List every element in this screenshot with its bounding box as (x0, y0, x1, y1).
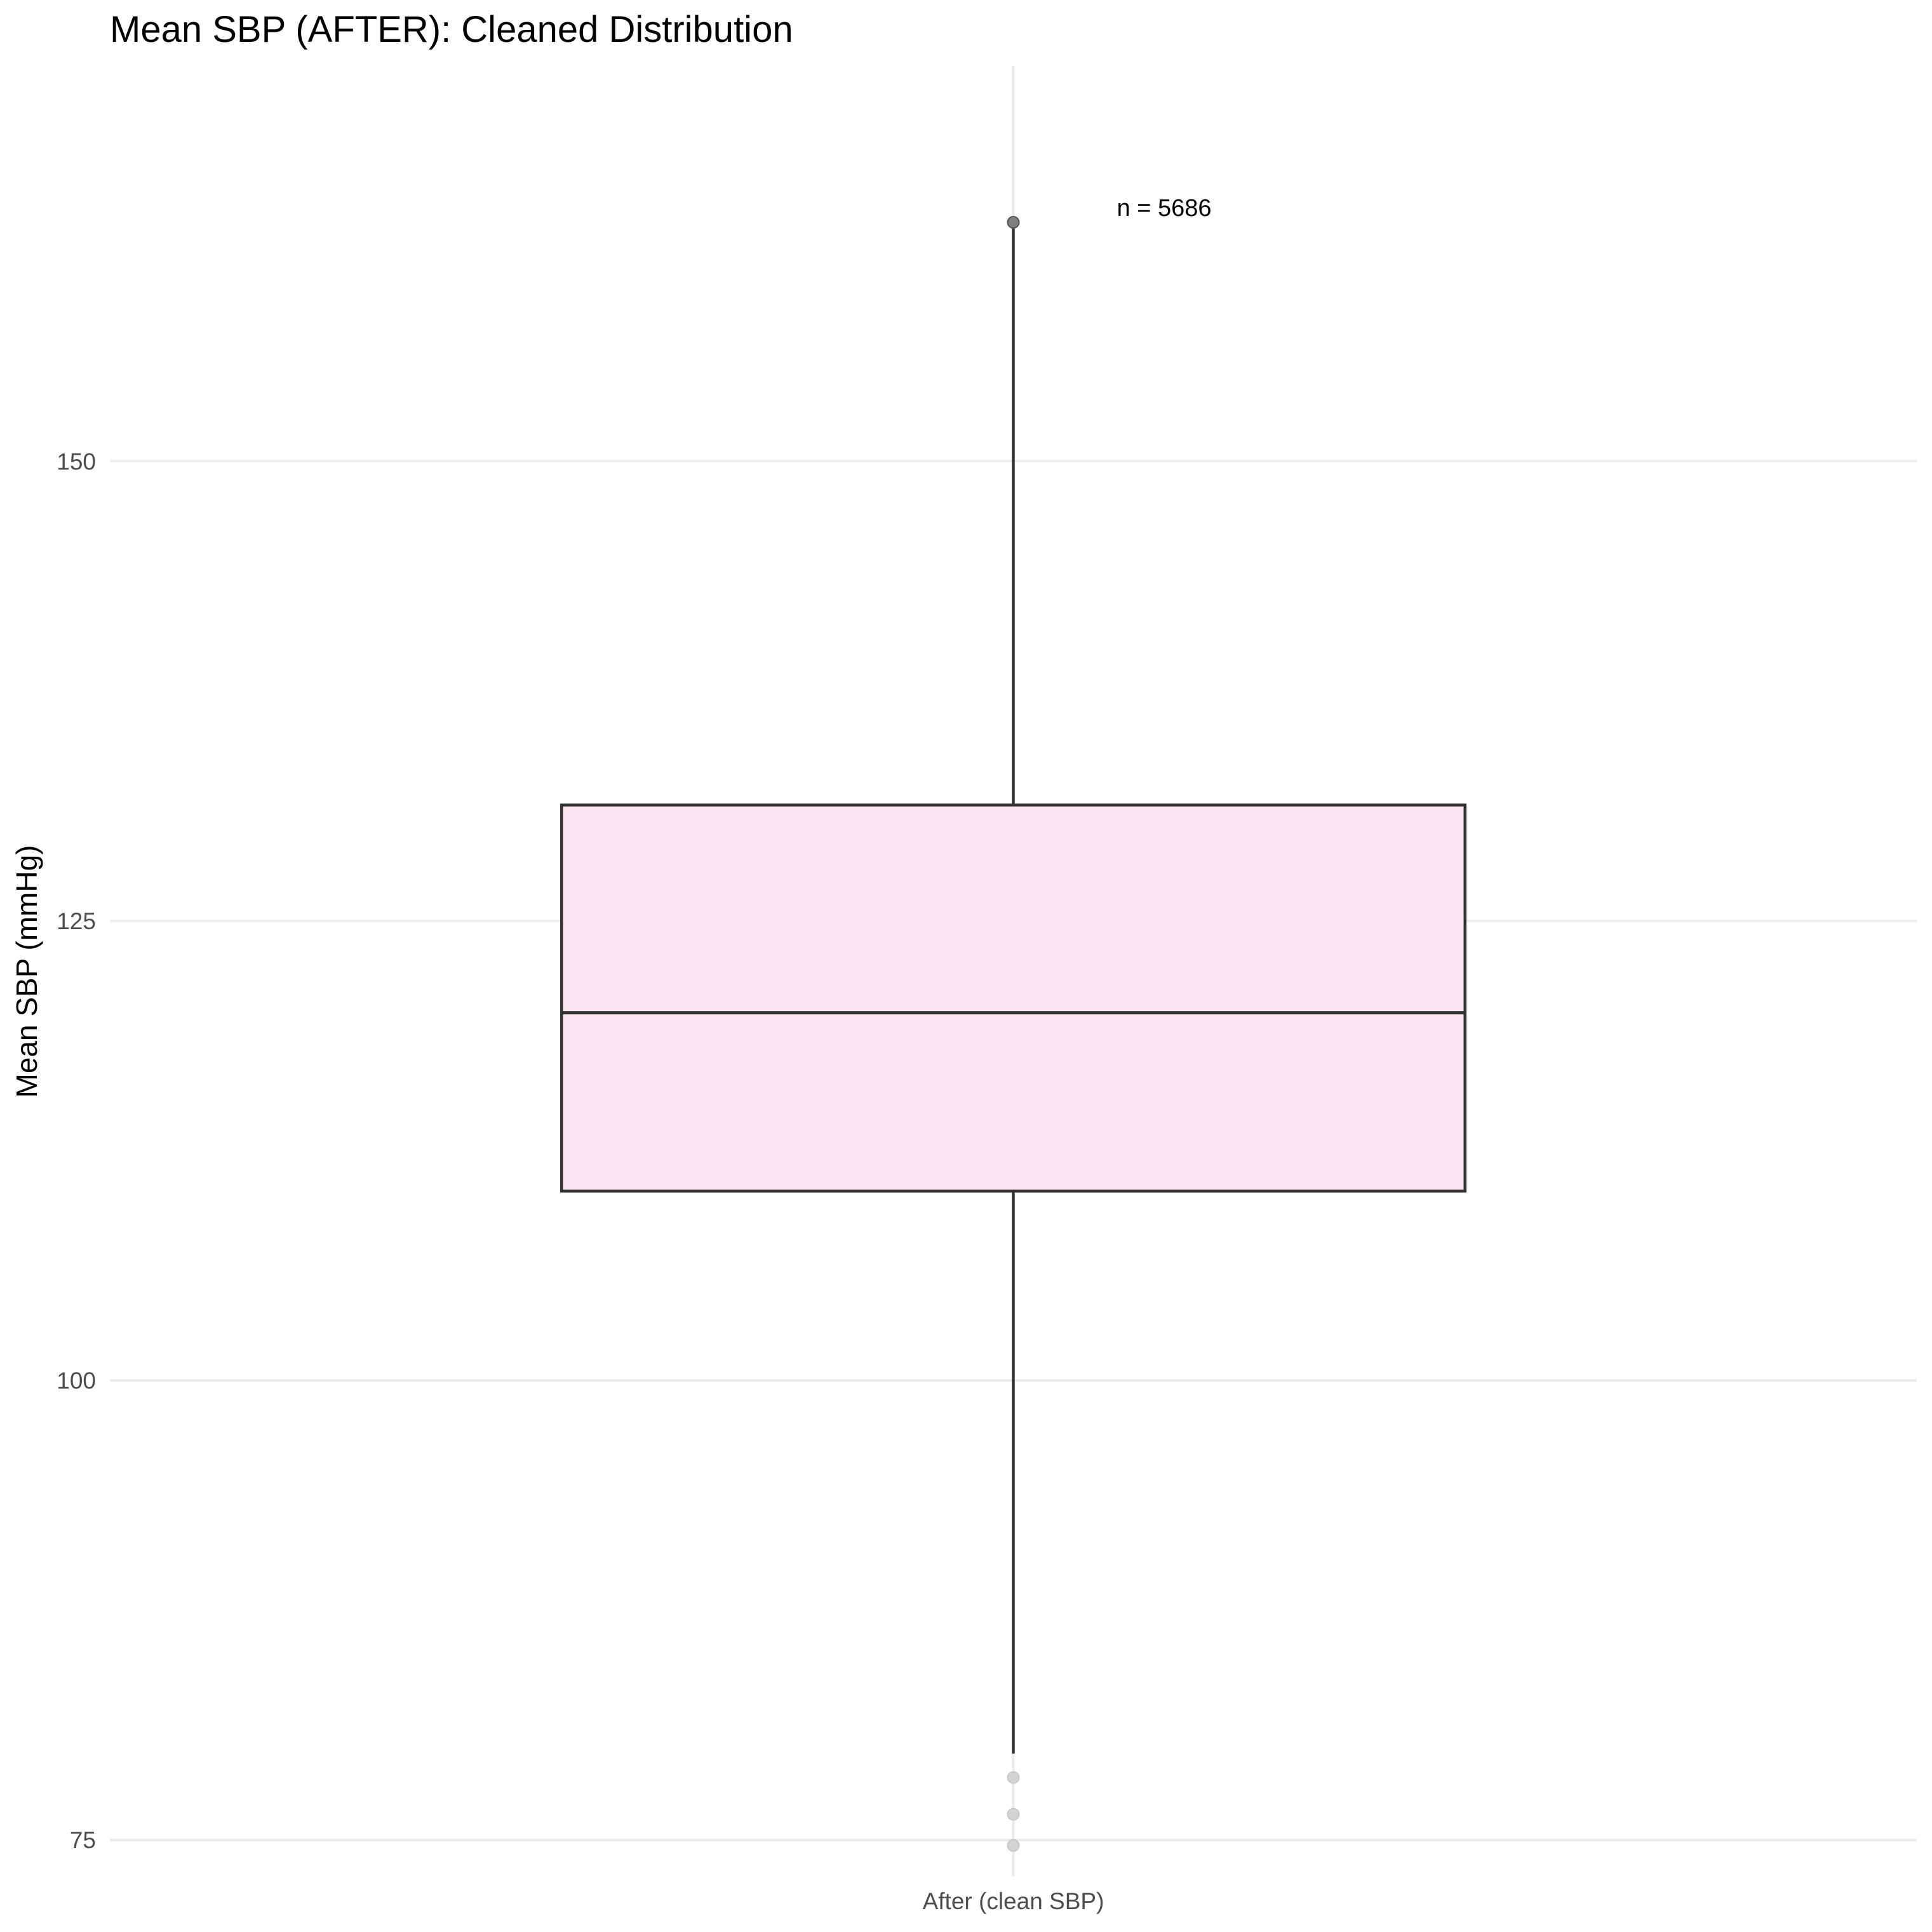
y-tick-label: 125 (57, 908, 96, 934)
outlier-point-low (1007, 1771, 1020, 1784)
x-axis-ticks: After (clean SBP) (923, 1888, 1104, 1914)
y-tick-label: 100 (57, 1368, 96, 1394)
annotations: n = 5686 (1117, 195, 1212, 222)
outlier-point-low (1007, 1808, 1020, 1821)
box-group (560, 216, 1466, 1852)
box-iqr (560, 803, 1466, 1193)
outlier-point-high (1007, 216, 1020, 229)
y-axis-label: Mean SBP (mmHg) (10, 845, 43, 1098)
y-axis-ticks: 75 100 125 150 (57, 448, 96, 1853)
sample-size-annotation: n = 5686 (1117, 195, 1212, 222)
chart-title: Mean SBP (AFTER): Cleaned Distribution (110, 9, 793, 50)
outlier-point-low (1007, 1839, 1020, 1852)
y-tick-label: 75 (70, 1827, 96, 1853)
y-tick-label: 150 (57, 448, 96, 474)
x-tick-label: After (clean SBP) (923, 1888, 1104, 1914)
